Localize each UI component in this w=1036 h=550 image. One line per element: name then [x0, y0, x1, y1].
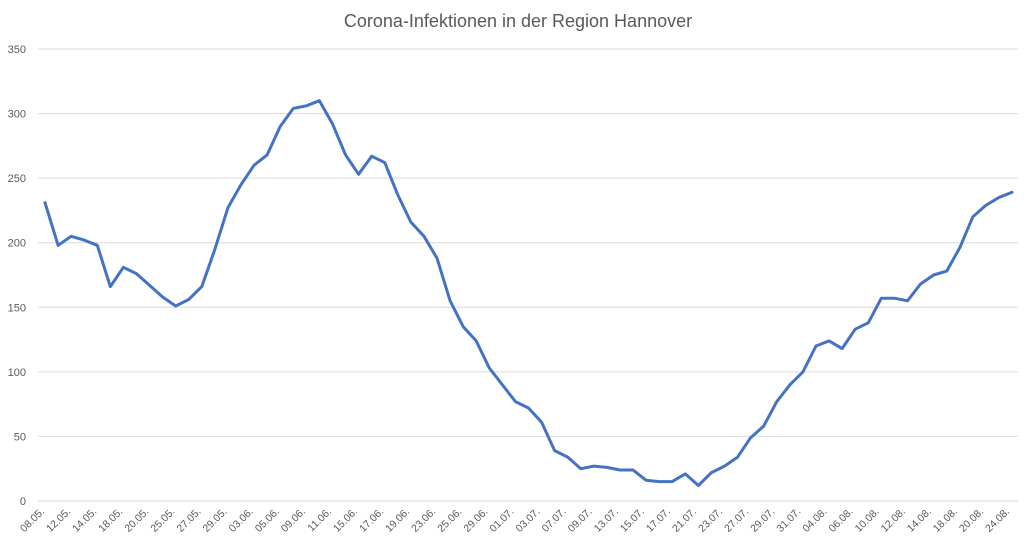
- y-tick-label: 50: [14, 431, 26, 443]
- y-axis-ticks: 0 50 100 150 200 250 300 350: [8, 44, 26, 508]
- x-tick-label: 31.07.: [774, 506, 803, 535]
- chart-title: Corona-Infektionen in der Region Hannove…: [343, 11, 693, 31]
- x-tick-label: 09.06.: [279, 506, 308, 535]
- y-tick-label: 350: [8, 44, 26, 56]
- x-tick-label: 20.05.: [122, 506, 151, 535]
- x-tick-label: 08.05.: [18, 506, 47, 535]
- y-tick-label: 0: [20, 496, 26, 508]
- x-tick-label: 29.07.: [748, 506, 777, 535]
- x-tick-label: 14.05.: [70, 506, 99, 535]
- x-tick-label: 23.07.: [696, 506, 725, 535]
- x-tick-label: 10.08.: [853, 506, 882, 535]
- y-tick-label: 200: [8, 238, 26, 250]
- x-tick-label: 25.06.: [435, 506, 464, 535]
- x-tick-label: 23.06.: [409, 506, 438, 535]
- x-tick-label: 25.05.: [148, 506, 177, 535]
- x-tick-label: 11.06.: [305, 506, 334, 535]
- x-tick-label: 18.08.: [931, 506, 960, 535]
- x-tick-label: 17.07.: [644, 506, 673, 535]
- x-tick-label: 19.06.: [383, 506, 412, 535]
- x-tick-label: 17.06.: [357, 506, 386, 535]
- x-tick-label: 06.08.: [826, 506, 855, 535]
- x-tick-label: 27.07.: [722, 506, 751, 535]
- series-line: [43, 99, 1014, 487]
- x-tick-label: 12.08.: [879, 506, 908, 535]
- x-tick-label: 04.08.: [800, 506, 829, 535]
- x-tick-label: 03.07.: [514, 506, 543, 535]
- x-tick-label: 18.05.: [96, 506, 125, 535]
- y-tick-label: 150: [8, 302, 26, 314]
- x-tick-label: 24.08.: [983, 506, 1012, 535]
- y-tick-label: 300: [8, 109, 26, 121]
- x-tick-label: 29.05.: [201, 506, 230, 535]
- x-tick-label: 03.06.: [227, 506, 256, 535]
- x-tick-label: 21.07.: [670, 506, 699, 535]
- x-tick-label: 27.05.: [174, 506, 203, 535]
- x-tick-label: 01.07.: [487, 506, 516, 535]
- x-tick-label: 13.07.: [592, 506, 621, 535]
- y-tick-label: 250: [8, 173, 26, 185]
- x-tick-label: 29.06.: [461, 506, 490, 535]
- x-tick-label: 15.06.: [331, 506, 360, 535]
- x-tick-label: 15.07.: [618, 506, 647, 535]
- y-tick-label: 100: [8, 367, 26, 379]
- x-tick-label: 14.08.: [905, 506, 934, 535]
- x-tick-label: 20.08.: [957, 506, 986, 535]
- x-tick-label: 07.07.: [540, 506, 569, 535]
- x-tick-label: 09.07.: [566, 506, 595, 535]
- x-tick-label: 05.06.: [253, 506, 282, 535]
- x-axis-ticks: 08.05.12.05.14.05.18.05.20.05.25.05.27.0…: [18, 506, 1012, 535]
- x-tick-label: 12.05.: [44, 506, 73, 535]
- gridlines: [38, 48, 1018, 502]
- series-layer: [43, 99, 1014, 487]
